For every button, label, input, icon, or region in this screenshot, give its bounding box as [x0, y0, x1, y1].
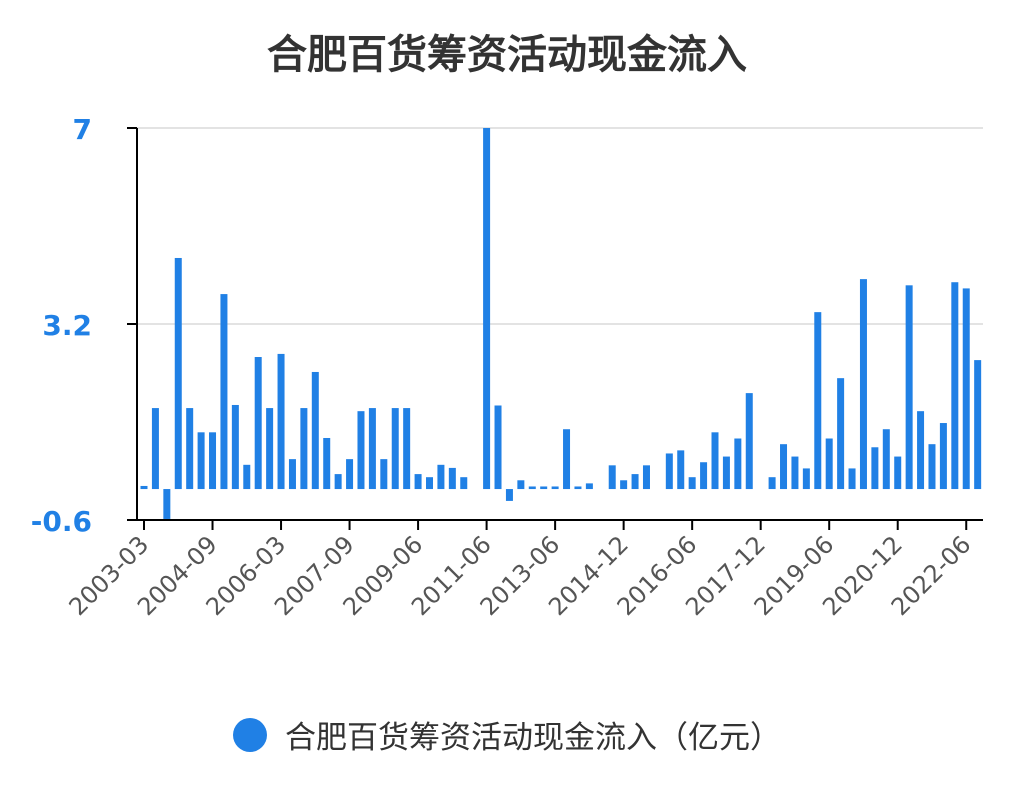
- bar: [791, 456, 799, 490]
- bar: [517, 480, 525, 490]
- legend: 合肥百货筹资活动现金流入（亿元）: [0, 712, 1014, 757]
- bar: [140, 485, 148, 490]
- bar: [448, 467, 456, 490]
- bar: [300, 408, 308, 490]
- bar: [745, 393, 753, 490]
- bar: [551, 486, 559, 490]
- bar: [734, 438, 742, 490]
- legend-marker: [233, 717, 267, 752]
- bar: [186, 408, 194, 490]
- bar: [426, 477, 433, 490]
- bar: [928, 444, 936, 490]
- chart-title: 合肥百货筹资活动现金流入: [267, 32, 747, 78]
- bar: [780, 444, 788, 490]
- bar: [608, 465, 616, 490]
- legend-label: 合肥百货筹资活动现金流入（亿元）: [285, 720, 781, 756]
- bar: [540, 486, 548, 490]
- y-tick-label: -0.6: [31, 505, 92, 538]
- bar: [277, 353, 285, 490]
- bar: [346, 459, 354, 490]
- bar: [974, 360, 982, 490]
- bar: [802, 468, 810, 490]
- bar: [368, 408, 376, 490]
- bar: [311, 371, 319, 490]
- bar: [631, 474, 639, 490]
- bar: [505, 489, 513, 501]
- bar: [209, 432, 217, 490]
- bar: [768, 477, 776, 490]
- y-tick-label: 7: [73, 113, 92, 146]
- bar: [220, 294, 228, 490]
- bar: [483, 128, 491, 490]
- bar: [357, 411, 365, 490]
- bar: [871, 447, 879, 490]
- bar: [231, 404, 239, 490]
- bar: [563, 429, 571, 490]
- bar: [197, 432, 205, 490]
- bar: [494, 405, 502, 490]
- bar: [288, 459, 296, 490]
- y-tick-label: 3.2: [42, 309, 92, 342]
- bar: [163, 489, 171, 519]
- bar: [848, 468, 856, 490]
- bar: [437, 464, 445, 490]
- bar: [460, 477, 468, 490]
- bar: [391, 408, 399, 490]
- bar: [688, 477, 696, 490]
- bar: [951, 282, 959, 490]
- bar: [151, 408, 159, 490]
- bar: [859, 279, 867, 490]
- bar: [174, 257, 182, 490]
- bar: [380, 459, 388, 490]
- bar: [882, 429, 890, 490]
- bar: [665, 453, 673, 490]
- bar: [620, 480, 628, 490]
- bar: [585, 483, 593, 490]
- bar: [243, 464, 251, 490]
- bar: [574, 486, 582, 490]
- bar: [905, 285, 913, 490]
- bar: [700, 462, 708, 490]
- bar: [414, 474, 422, 490]
- bar: [266, 408, 274, 490]
- bar: [814, 312, 822, 490]
- bar: [528, 486, 536, 490]
- bar: [642, 465, 650, 490]
- bar: [323, 437, 331, 490]
- bar: [711, 432, 719, 490]
- bar: [825, 438, 833, 490]
- bar: [939, 423, 947, 490]
- bar: [917, 411, 925, 490]
- bar: [962, 288, 970, 490]
- bar: [334, 474, 342, 490]
- bar: [894, 456, 902, 490]
- bar: [837, 378, 845, 490]
- bar: [722, 456, 730, 490]
- bar: [677, 450, 685, 490]
- bar: [254, 357, 262, 490]
- bar: [403, 408, 411, 490]
